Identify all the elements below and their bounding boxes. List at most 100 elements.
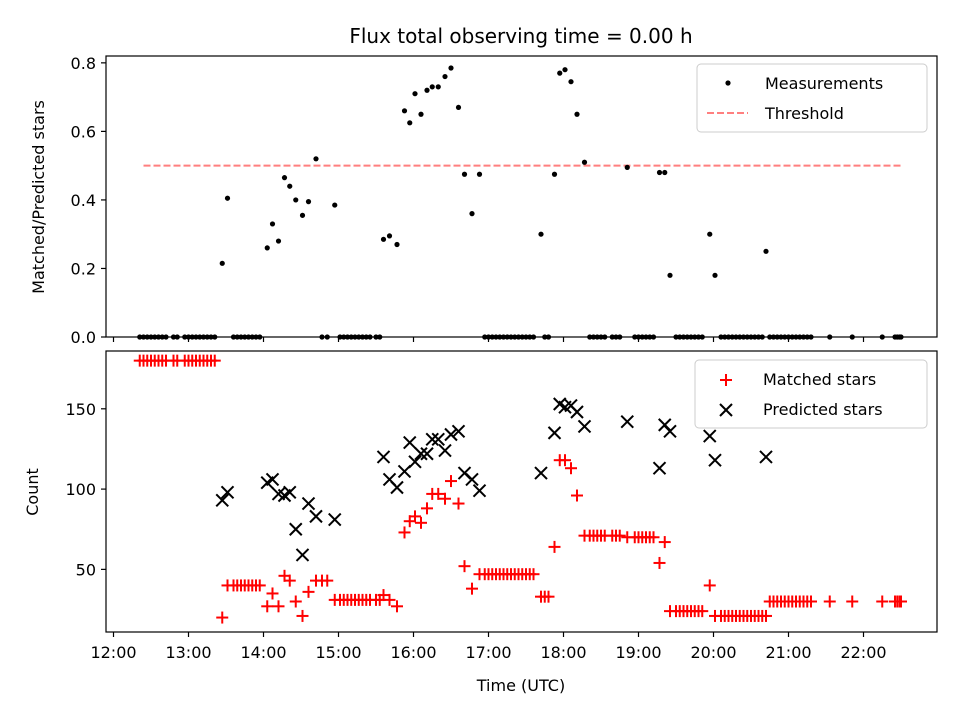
measurement-point xyxy=(287,183,293,189)
predicted-star-marker xyxy=(295,548,310,562)
matched-star-marker xyxy=(542,590,555,603)
predicted-star-marker xyxy=(652,461,667,475)
top-y-axis-label: Matched/Predicted stars xyxy=(29,100,48,294)
matched-star-marker xyxy=(421,502,433,515)
predicted-star-marker xyxy=(414,447,428,461)
bottom-x-tick-label: 18:00 xyxy=(540,643,586,662)
measurement-point xyxy=(305,199,312,205)
bottom-x-tick-label: 20:00 xyxy=(690,643,736,662)
measurement-point xyxy=(656,169,663,176)
measurement-point xyxy=(418,111,424,117)
predicted-star-marker xyxy=(376,450,391,464)
matched-star-marker xyxy=(398,526,411,539)
legend-matched-marker xyxy=(720,374,732,386)
measurement-point xyxy=(424,87,430,93)
measurement-point xyxy=(461,171,468,177)
matched-star-marker xyxy=(846,595,859,608)
top-y-tick-label: 0.4 xyxy=(71,191,96,210)
measurement-point xyxy=(763,248,769,254)
predicted-star-marker xyxy=(301,496,316,511)
measurement-point xyxy=(455,104,462,111)
measurement-point xyxy=(538,231,544,237)
matched-star-marker xyxy=(876,595,889,608)
predicted-star-marker xyxy=(220,485,235,500)
measurement-point xyxy=(429,84,435,90)
measurement-point xyxy=(707,231,713,237)
matched-star-marker xyxy=(565,462,577,475)
matched-star-marker xyxy=(571,489,583,502)
measurement-point xyxy=(407,120,413,126)
bottom-x-tick-label: 15:00 xyxy=(315,643,361,662)
predicted-star-marker xyxy=(408,455,422,469)
bottom-y-tick-label: 50 xyxy=(76,560,96,579)
predicted-star-marker xyxy=(425,432,439,447)
predicted-star-marker xyxy=(759,450,773,464)
bottom-legend: Matched stars Predicted stars xyxy=(694,359,928,429)
measurement-point xyxy=(662,169,668,176)
matched-star-marker xyxy=(432,487,445,500)
matched-star-marker xyxy=(895,595,907,608)
matched-star-marker xyxy=(647,531,660,544)
predicted-star-marker xyxy=(444,427,458,442)
measurement-point xyxy=(476,171,483,177)
measurement-point xyxy=(275,238,282,244)
top-y-axis: 0.0 0.2 0.4 0.6 0.8 xyxy=(71,54,106,347)
measurement-point xyxy=(667,272,673,278)
predicted-star-marker xyxy=(438,443,452,458)
predicted-star-marker xyxy=(309,509,323,524)
measurement-point xyxy=(394,241,400,248)
bottom-plot-frame xyxy=(105,350,938,633)
measurement-point xyxy=(412,91,418,97)
predicted-star-marker xyxy=(289,522,303,536)
matched-star-marker xyxy=(208,354,221,367)
predicted-star-marker xyxy=(451,424,466,438)
bottom-x-tick-label: 22:00 xyxy=(840,643,886,662)
matched-star-marker xyxy=(559,454,571,467)
predicted-star-marker xyxy=(570,405,584,419)
matched-star-marker xyxy=(283,574,296,587)
matched-star-marker xyxy=(321,574,334,587)
predicted-star-marker xyxy=(283,485,297,500)
bottom-x-axis: 12:00 13:00 14:00 15:00 16:00 17:00 18:00 19:00… xyxy=(90,632,887,662)
chart-title: Flux total observing time = 0.00 h xyxy=(349,24,692,48)
matched-star-marker xyxy=(805,595,817,608)
bottom-x-tick-label: 21:00 xyxy=(765,643,811,662)
matched-star-marker xyxy=(653,556,666,569)
predicted-star-marker xyxy=(215,493,229,508)
predicted-star-marker xyxy=(620,414,634,429)
predicted-star-marker xyxy=(431,432,445,447)
top-plot-frame xyxy=(105,55,938,338)
matched-star-marker xyxy=(658,536,671,549)
predicted-star-marker xyxy=(708,453,722,467)
measurement-point xyxy=(442,73,448,80)
matched-star-marker xyxy=(760,609,772,622)
predicted-star-marker xyxy=(472,483,487,498)
measurement-point xyxy=(551,171,558,177)
bottom-y-axis-label: Count xyxy=(23,468,42,516)
top-data-layer xyxy=(137,65,904,340)
legend-predicted-marker xyxy=(719,403,733,417)
top-legend: Measurements Threshold xyxy=(696,63,928,133)
bottom-y-axis: 50 100 150 xyxy=(65,400,106,579)
predicted-star-marker xyxy=(547,426,562,440)
bottom-data-layer xyxy=(133,354,907,624)
bottom-x-tick-label: 17:00 xyxy=(465,643,511,662)
predicted-star-marker xyxy=(328,512,342,527)
bottom-x-tick-label: 13:00 xyxy=(165,643,211,662)
measurement-point xyxy=(264,245,270,251)
top-y-tick-label: 0.6 xyxy=(71,122,96,141)
predicted-star-marker xyxy=(390,480,404,495)
measurement-point xyxy=(224,195,231,201)
matched-star-marker xyxy=(613,529,626,542)
legend-measurements-label: Measurements xyxy=(765,74,883,93)
measurement-point xyxy=(581,159,588,165)
measurement-point xyxy=(219,260,225,266)
measurement-point xyxy=(448,65,454,71)
matched-star-marker xyxy=(266,587,279,600)
matched-star-marker xyxy=(261,600,274,613)
matched-star-marker xyxy=(696,605,709,618)
matched-star-marker xyxy=(216,611,229,624)
predicted-star-marker xyxy=(534,466,548,480)
matched-star-marker xyxy=(289,595,302,608)
measurement-point xyxy=(401,108,408,114)
